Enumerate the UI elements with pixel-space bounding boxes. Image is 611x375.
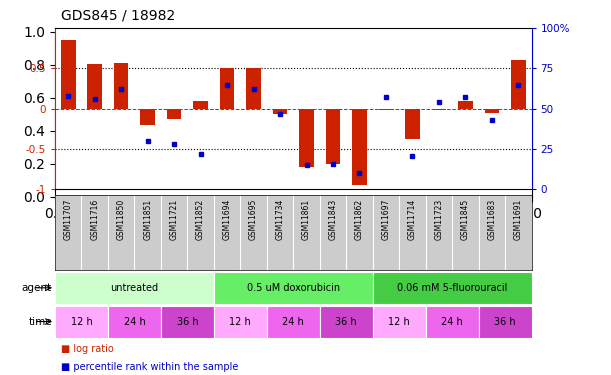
Bar <box>167 109 181 119</box>
Text: 36 h: 36 h <box>335 316 357 327</box>
Text: 24 h: 24 h <box>441 316 463 327</box>
Text: 24 h: 24 h <box>123 316 145 327</box>
Text: 12 h: 12 h <box>71 316 92 327</box>
Text: GSM11707: GSM11707 <box>64 199 73 240</box>
Bar <box>61 40 76 109</box>
Text: GSM11845: GSM11845 <box>461 199 470 240</box>
Text: GSM11716: GSM11716 <box>90 199 99 240</box>
Text: 0.06 mM 5-fluorouracil: 0.06 mM 5-fluorouracil <box>397 283 507 293</box>
Text: 0.5 uM doxorubicin: 0.5 uM doxorubicin <box>247 283 340 293</box>
Text: GSM11694: GSM11694 <box>222 199 232 240</box>
Text: GSM11843: GSM11843 <box>329 199 337 240</box>
Bar <box>299 109 314 167</box>
Text: GSM11734: GSM11734 <box>276 199 285 240</box>
Bar <box>114 63 128 109</box>
Text: GSM11851: GSM11851 <box>143 199 152 240</box>
Bar <box>511 60 525 109</box>
Bar <box>426 306 478 338</box>
Text: 24 h: 24 h <box>282 316 304 327</box>
Bar <box>379 109 393 110</box>
Text: GSM11695: GSM11695 <box>249 199 258 240</box>
Text: ■ log ratio: ■ log ratio <box>61 344 114 354</box>
Text: GSM11723: GSM11723 <box>434 199 444 240</box>
Text: 12 h: 12 h <box>389 316 410 327</box>
Bar <box>161 306 214 338</box>
Bar <box>431 109 446 110</box>
Text: GSM11852: GSM11852 <box>196 199 205 240</box>
Text: GSM11691: GSM11691 <box>514 199 523 240</box>
Text: untreated: untreated <box>111 283 158 293</box>
Text: GSM11683: GSM11683 <box>488 199 496 240</box>
Text: ■ percentile rank within the sample: ■ percentile rank within the sample <box>61 363 238 372</box>
Bar <box>108 306 161 338</box>
Bar <box>458 101 473 109</box>
Text: GSM11697: GSM11697 <box>381 199 390 240</box>
Text: GSM11861: GSM11861 <box>302 199 311 240</box>
Text: 36 h: 36 h <box>177 316 198 327</box>
Bar <box>55 272 214 304</box>
Bar <box>373 306 426 338</box>
Bar <box>214 272 373 304</box>
Bar <box>193 101 208 109</box>
Bar <box>352 109 367 185</box>
Bar <box>326 109 340 164</box>
Text: GSM11714: GSM11714 <box>408 199 417 240</box>
Bar <box>87 64 102 109</box>
Text: GSM11850: GSM11850 <box>117 199 126 240</box>
Text: GSM11862: GSM11862 <box>355 199 364 240</box>
Bar <box>485 109 499 113</box>
Bar <box>273 109 287 114</box>
Text: 12 h: 12 h <box>230 316 251 327</box>
Text: 36 h: 36 h <box>494 316 516 327</box>
Text: agent: agent <box>22 283 52 293</box>
Bar <box>246 68 261 109</box>
Bar <box>214 306 267 338</box>
Text: GDS845 / 18982: GDS845 / 18982 <box>61 9 175 22</box>
Bar <box>373 272 532 304</box>
Bar <box>141 109 155 125</box>
Bar <box>267 306 320 338</box>
Bar <box>405 109 420 140</box>
Bar <box>320 306 373 338</box>
Bar <box>478 306 532 338</box>
Text: GSM11721: GSM11721 <box>170 199 178 240</box>
Bar <box>220 68 235 109</box>
Text: time: time <box>28 317 52 327</box>
Bar <box>55 306 108 338</box>
